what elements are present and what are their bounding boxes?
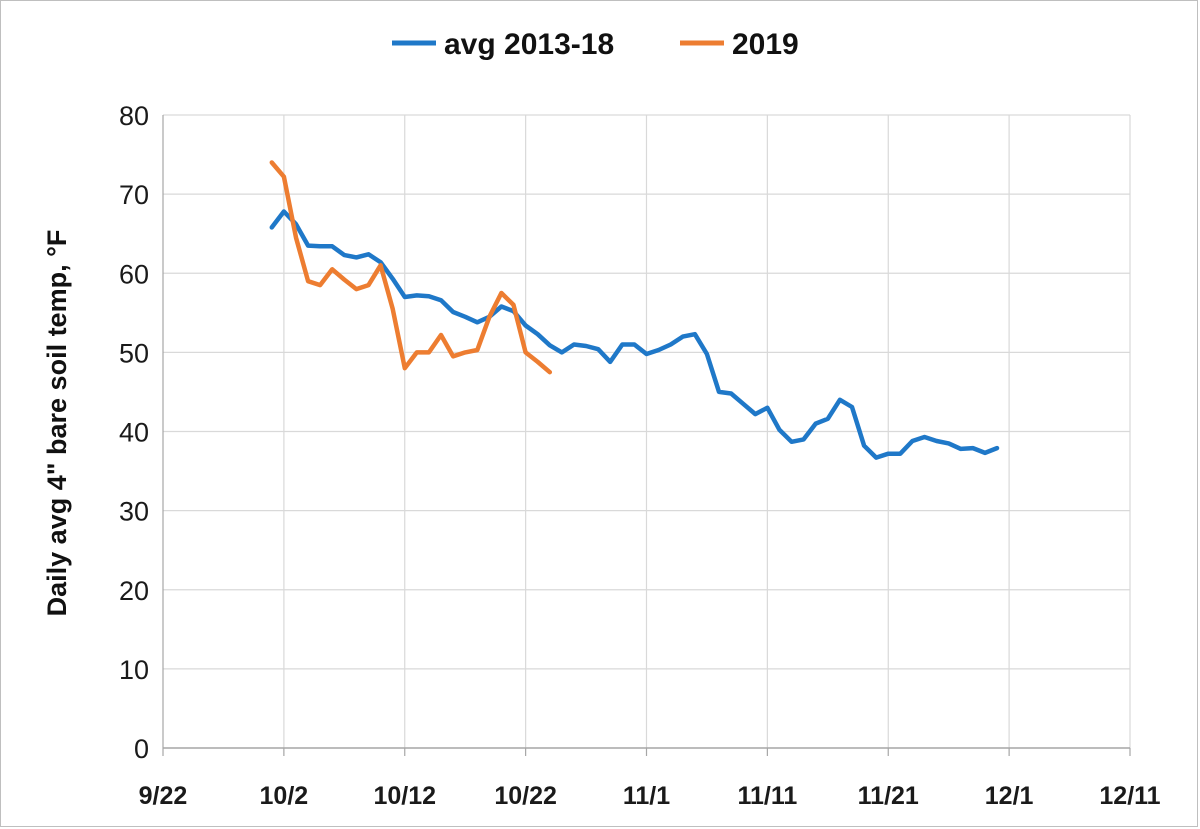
grid [163, 114, 1131, 748]
series-lines [269, 160, 1000, 460]
legend: avg 2013-18 2019 [392, 28, 799, 61]
legend-label: avg 2013-18 [444, 28, 614, 61]
legend-label: 2019 [732, 28, 799, 61]
y-axis-label: Daily avg 4" bare soil temp, °F [42, 230, 72, 617]
y-tick-label: 0 [134, 734, 149, 764]
y-tick-label: 20 [119, 576, 149, 606]
x-tick-label: 9/22 [139, 782, 188, 810]
x-tick-label: 12/1 [985, 782, 1034, 810]
y-tick-label: 10 [119, 655, 149, 685]
y-tick-label: 60 [119, 259, 149, 289]
series-line-0 [269, 209, 1000, 460]
y-tick-label: 30 [119, 497, 149, 527]
x-tick-label: 11/11 [737, 782, 797, 810]
x-tick-label: 11/21 [858, 782, 919, 810]
y-tick-label: 70 [119, 180, 149, 210]
series-line-1 [269, 160, 553, 375]
x-tick-label: 10/22 [494, 782, 557, 810]
x-tick-label: 10/12 [373, 782, 436, 810]
x-tick-label: 10/2 [260, 782, 309, 810]
x-tick-label: 12/11 [1099, 782, 1160, 810]
y-tick-label: 40 [119, 418, 149, 448]
y-tick-label: 50 [119, 338, 149, 368]
axes [162, 115, 1131, 756]
x-tick-labels: 9/22 10/2 10/12 10/22 11/1 11/11 11/21 12/1 12/1… [139, 782, 1161, 810]
y-tick-label: 80 [119, 101, 149, 131]
y-tick-labels: 0 10 20 30 40 50 60 70 80 [119, 101, 149, 764]
x-tick-label: 11/1 [623, 782, 670, 810]
